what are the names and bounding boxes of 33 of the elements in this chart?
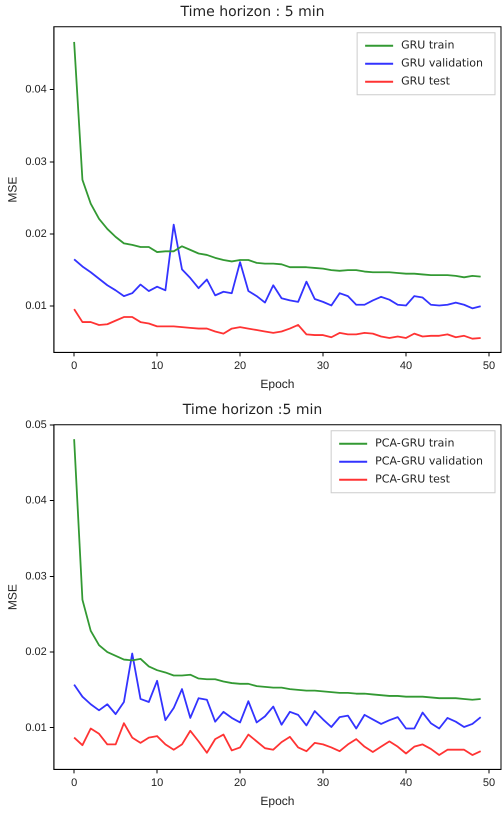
x-tick-label: 20: [234, 777, 246, 790]
x-tick-label: 0: [71, 777, 78, 790]
y-tick-label: 0.01: [25, 722, 47, 734]
y-tick-label: 0.03: [25, 570, 47, 582]
legend-label: GRU train: [401, 38, 454, 52]
y-axis-title: MSE: [6, 584, 20, 610]
y-tick-label: 0.01: [25, 300, 47, 312]
x-tick-label: 0: [71, 360, 78, 372]
x-tick-label: 10: [150, 360, 164, 372]
chart-title: Time horizon :5 min: [182, 402, 322, 418]
x-tick-label: 30: [316, 360, 330, 372]
y-tick-label: 0.03: [25, 156, 47, 168]
legend-label: GRU test: [401, 74, 451, 88]
x-tick-label: 10: [150, 777, 164, 790]
legend-label: PCA-GRU validation: [375, 454, 484, 468]
x-axis-title: Epoch: [260, 377, 294, 392]
y-axis-title: MSE: [6, 176, 20, 203]
legend-label: PCA-GRU train: [375, 436, 454, 450]
x-tick-label: 50: [482, 360, 496, 372]
x-tick-label: 40: [400, 777, 412, 790]
x-tick-label: 50: [482, 777, 496, 790]
legend-label: GRU validation: [401, 56, 484, 70]
x-axis-title: Epoch: [260, 794, 294, 808]
legend-label: PCA-GRU test: [375, 472, 451, 486]
y-tick-label: 0.02: [25, 646, 47, 658]
y-tick-label: 0.04: [25, 84, 47, 96]
x-tick-label: 30: [316, 777, 330, 790]
y-tick-label: 0.04: [25, 494, 47, 507]
chart-title: Time horizon : 5 min: [180, 4, 324, 20]
x-tick-label: 40: [400, 360, 412, 372]
y-tick-label: 0.05: [25, 418, 47, 431]
x-tick-label: 20: [234, 360, 246, 372]
y-tick-label: 0.02: [25, 228, 47, 240]
